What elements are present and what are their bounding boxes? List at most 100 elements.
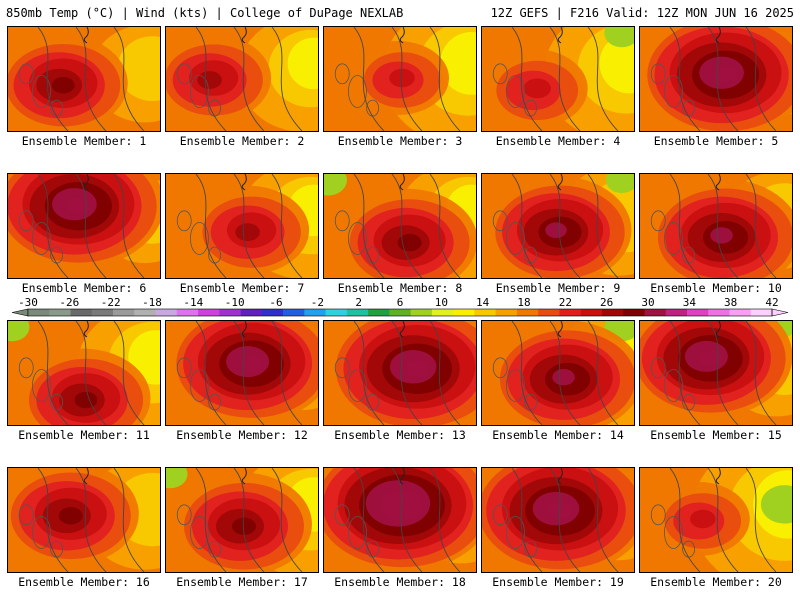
chart-title: 850mb Temp (°C) | Wind (kts) | College o… xyxy=(6,6,404,20)
ensemble-map-panel xyxy=(165,467,319,573)
colorbar-tick-label: 34 xyxy=(683,296,697,309)
colorbar-tick-label: 14 xyxy=(476,296,490,309)
colorbar-swatch xyxy=(389,309,411,316)
temperature-map xyxy=(166,27,318,131)
ensemble-member-label: Ensemble Member: 10 xyxy=(650,281,782,295)
colorbar-swatch xyxy=(410,309,433,316)
colorbar-swatch xyxy=(70,309,93,316)
colorbar-swatch xyxy=(91,309,114,316)
colorbar-swatch xyxy=(283,309,305,316)
ensemble-map-panel xyxy=(7,467,161,573)
colorbar-swatch xyxy=(686,309,709,316)
colorbar-svg: -30 -26 -22 -18 -14 -10 -6 -2 2 6 10 14 18 22 26 30 34 38… xyxy=(11,296,789,317)
ensemble-member-label: Ensemble Member: 16 xyxy=(18,575,150,589)
temperature-map xyxy=(8,174,160,278)
colorbar-tick-label: 42 xyxy=(765,296,778,309)
colorbar-swatch xyxy=(453,309,475,316)
colorbar-swatch xyxy=(750,309,773,316)
colorbar-tick-label: 10 xyxy=(435,296,448,309)
temperature-map xyxy=(166,174,318,278)
colorbar-swatch xyxy=(580,309,603,316)
colorbar-swatch xyxy=(538,309,560,316)
colorbar-swatch xyxy=(644,309,667,316)
ensemble-member-label: Ensemble Member: 17 xyxy=(176,575,308,589)
colorbar-tick-label: -10 xyxy=(225,296,245,309)
model-valid-time: 12Z GEFS | F216 Valid: 12Z MON JUN 16 20… xyxy=(490,6,794,20)
temperature-map xyxy=(324,468,476,572)
temperature-map xyxy=(482,27,634,131)
temperature-map xyxy=(324,321,476,425)
colorbar-tick-label: -30 xyxy=(18,296,38,309)
colorbar-swatch xyxy=(49,309,71,316)
colorbar-swatch xyxy=(495,309,518,316)
ensemble-member-label: Ensemble Member: 13 xyxy=(334,428,466,442)
colorbar-swatch xyxy=(516,309,539,316)
ensemble-map-panel xyxy=(323,320,477,426)
colorbar-tick-label: 2 xyxy=(355,296,362,309)
temperature-map xyxy=(8,468,160,572)
colorbar-swatch xyxy=(325,309,348,316)
ensemble-map-panel xyxy=(165,320,319,426)
temperature-map xyxy=(482,321,634,425)
ensemble-member-label: Ensemble Member: 11 xyxy=(18,428,150,442)
ensemble-member-label: Ensemble Member: 7 xyxy=(179,281,305,295)
ensemble-member-label: Ensemble Member: 5 xyxy=(653,134,779,148)
ensemble-map-panel xyxy=(323,467,477,573)
ensemble-member-label: Ensemble Member: 6 xyxy=(21,281,147,295)
colorbar-swatch xyxy=(601,309,624,316)
colorbar-tick-label: 30 xyxy=(641,296,654,309)
ensemble-map-panel xyxy=(7,26,161,132)
colorbar-swatch xyxy=(559,309,581,316)
colorbar-tick-label: -14 xyxy=(183,296,203,309)
ensemble-member-label: Ensemble Member: 19 xyxy=(492,575,624,589)
ensemble-member-label: Ensemble Member: 18 xyxy=(334,575,466,589)
colorbar-swatch xyxy=(474,309,496,316)
colorbar-swatch xyxy=(240,309,263,316)
colorbar-tick-label: 18 xyxy=(517,296,530,309)
ensemble-member-label: Ensemble Member: 1 xyxy=(21,134,147,148)
colorbar-tick-label: 6 xyxy=(397,296,404,309)
colorbar-swatch xyxy=(155,309,178,316)
colorbar-tick-label: -18 xyxy=(142,296,162,309)
ensemble-map-panel xyxy=(7,320,161,426)
ensemble-map-panel xyxy=(7,173,161,279)
colorbar-swatch xyxy=(176,309,199,316)
colorbar-swatch xyxy=(368,309,390,316)
colorbar-tick-label: 26 xyxy=(600,296,613,309)
ensemble-map-panel xyxy=(481,173,635,279)
colorbar-tick-label: -6 xyxy=(269,296,282,309)
colorbar-swatch xyxy=(198,309,220,316)
colorbar-tick-label: -26 xyxy=(59,296,79,309)
temperature-map xyxy=(640,321,792,425)
colorbar-swatch xyxy=(304,309,326,316)
ensemble-member-label: Ensemble Member: 2 xyxy=(179,134,305,148)
ensemble-map-panel xyxy=(165,26,319,132)
ensemble-map-panel xyxy=(639,173,793,279)
ensemble-map-panel xyxy=(323,26,477,132)
colorbar-tick-label: -2 xyxy=(311,296,324,309)
colorbar-swatch xyxy=(431,309,454,316)
ensemble-member-label: Ensemble Member: 14 xyxy=(492,428,624,442)
colorbar-swatch xyxy=(28,309,50,316)
colorbar-tick-label: -22 xyxy=(101,296,121,309)
ensemble-member-label: Ensemble Member: 15 xyxy=(650,428,782,442)
colorbar-tick-label: 38 xyxy=(724,296,737,309)
ensemble-map-panel xyxy=(323,173,477,279)
temperature-map xyxy=(324,174,476,278)
colorbar-swatch xyxy=(708,309,730,316)
ensemble-map-panel xyxy=(481,467,635,573)
temperature-map xyxy=(640,27,792,131)
temperature-map xyxy=(482,174,634,278)
colorbar-swatch xyxy=(665,309,688,316)
temperature-map xyxy=(166,321,318,425)
colorbar-tick-label: 22 xyxy=(559,296,572,309)
colorbar-swatch xyxy=(134,309,156,316)
ensemble-member-label: Ensemble Member: 4 xyxy=(495,134,621,148)
colorbar-swatch xyxy=(261,309,284,316)
ensemble-map-panel xyxy=(481,26,635,132)
ensemble-member-label: Ensemble Member: 8 xyxy=(337,281,463,295)
temperature-map xyxy=(8,321,160,425)
ensemble-map-panel xyxy=(165,173,319,279)
temperature-map xyxy=(324,27,476,131)
colorbar-arrow-right xyxy=(771,308,789,317)
